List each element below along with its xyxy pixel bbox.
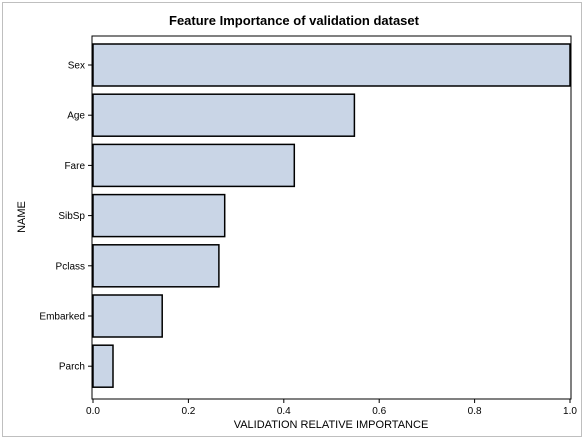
y-tick-label: Sex xyxy=(68,61,85,72)
y-tick-label: Parch xyxy=(59,362,85,373)
bars-group xyxy=(92,43,571,388)
y-tick-label: SibSp xyxy=(58,211,85,222)
x-tick-label: 0.0 xyxy=(86,406,100,417)
bar-fare xyxy=(92,143,296,188)
y-tick-label: Age xyxy=(67,111,85,122)
y-tick-label: Pclass xyxy=(56,261,85,272)
x-tick-label: 1.0 xyxy=(563,406,577,417)
x-axis-ticks: 0.0 0.2 0.4 0.6 0.8 1.0 xyxy=(86,399,577,417)
x-tick-label: 0.4 xyxy=(277,406,291,417)
x-tick-label: 0.8 xyxy=(468,406,482,417)
x-tick-label: 0.6 xyxy=(372,406,386,417)
bar-chart: Feature Importance of validation dataset… xyxy=(16,13,577,431)
bar-parch xyxy=(92,344,114,388)
y-axis-label: NAME xyxy=(16,201,28,233)
bar-pclass xyxy=(92,244,220,288)
chart-title: Feature Importance of validation dataset xyxy=(169,13,420,28)
y-tick-label: Fare xyxy=(64,161,85,172)
x-axis-label: VALIDATION RELATIVE IMPORTANCE xyxy=(234,419,429,431)
y-tick-label: Embarked xyxy=(39,312,85,323)
plot-area-border xyxy=(91,35,572,400)
bar-embarked xyxy=(92,294,163,338)
bar-sex xyxy=(92,43,571,87)
bar-sibsp xyxy=(92,193,226,238)
x-tick-label: 0.2 xyxy=(181,406,195,417)
chart-frame: Feature Importance of validation dataset… xyxy=(2,2,582,437)
bar-age xyxy=(92,93,356,137)
y-axis-ticks: Sex Age Fare SibSp Pclass Embarked Parch xyxy=(39,61,92,373)
